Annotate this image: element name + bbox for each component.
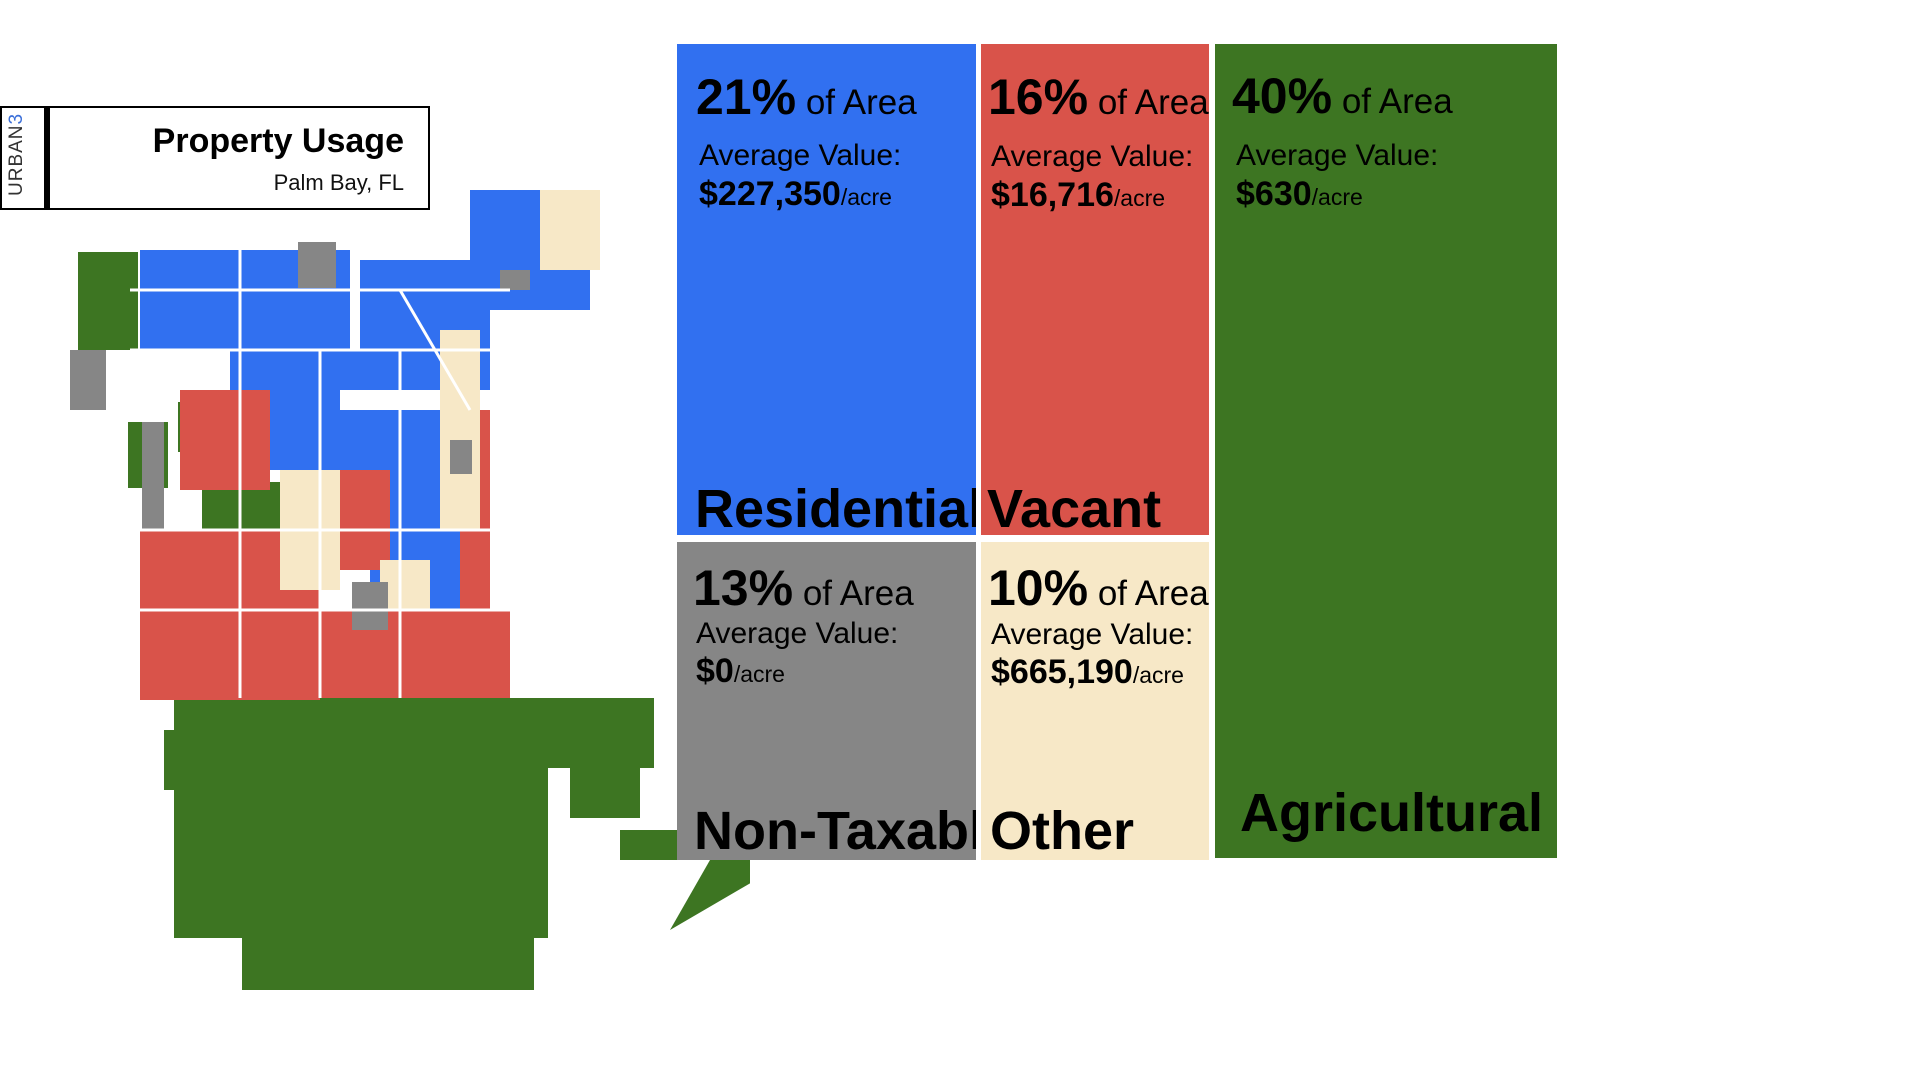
average-value-label: Average Value: <box>696 617 899 650</box>
map-region <box>544 698 654 768</box>
area-percent: 10% of Area <box>988 560 1209 616</box>
map-region <box>440 330 480 530</box>
map-region <box>242 842 534 990</box>
area-percent: 21% of Area <box>696 69 917 125</box>
palm-bay-property-map <box>70 190 750 990</box>
map-region <box>320 610 510 698</box>
average-value: $227,350/acre <box>699 175 892 213</box>
map-region <box>570 768 640 818</box>
category-tile-non-taxable: 13% of Area Average Value: $0/acre Non-T… <box>677 542 976 860</box>
map-region <box>380 560 430 610</box>
category-name: Vacant <box>987 479 1162 535</box>
map-region <box>352 582 388 630</box>
category-tile-vacant: 16% of Area Average Value: $16,716/acre … <box>981 44 1209 535</box>
area-percent: 40% of Area <box>1232 68 1453 124</box>
map-region <box>500 270 530 290</box>
average-value-label: Average Value: <box>699 139 902 172</box>
map-subtitle: Palm Bay, FL <box>273 170 404 195</box>
map-region <box>142 422 164 530</box>
category-name: Agricultural <box>1240 783 1544 843</box>
category-tile-other: 10% of Area Average Value: $665,190/acre… <box>981 542 1209 860</box>
road-grid <box>130 250 510 698</box>
brand-strip: URBAN3 <box>2 108 50 208</box>
urban3-logo: URBAN3 <box>6 112 27 196</box>
map-region <box>230 350 400 390</box>
average-value: $16,716/acre <box>991 176 1166 214</box>
category-name: Residential <box>695 479 976 535</box>
map-region <box>540 190 600 270</box>
category-name: Non-Taxable <box>694 801 976 860</box>
map-region <box>298 242 336 288</box>
map-region <box>164 730 204 790</box>
category-name: Other <box>990 801 1135 860</box>
road <box>398 289 472 411</box>
map-region <box>670 860 750 930</box>
area-percent: 13% of Area <box>693 560 914 616</box>
map-title-box: URBAN3 Property Usage Palm Bay, FL <box>0 106 430 210</box>
map-region <box>180 390 270 490</box>
non-taxable-areas <box>70 242 530 630</box>
average-value-label: Average Value: <box>991 140 1194 173</box>
map-title: Property Usage <box>152 122 404 160</box>
average-value: $0/acre <box>696 652 785 690</box>
area-percent: 16% of Area <box>988 69 1209 125</box>
average-value: $665,190/acre <box>991 653 1184 691</box>
category-tile-agricultural: 40% of Area Average Value: $630/acre Agr… <box>1215 44 1557 858</box>
average-value: $630/acre <box>1236 175 1363 213</box>
average-value-label: Average Value: <box>991 618 1194 651</box>
map-region <box>78 252 138 350</box>
map-region <box>450 440 472 474</box>
average-value-label: Average Value: <box>1236 139 1439 172</box>
category-tile-residential: 21% of Area Average Value: $227,350/acre… <box>677 44 976 535</box>
map-region <box>70 350 106 410</box>
